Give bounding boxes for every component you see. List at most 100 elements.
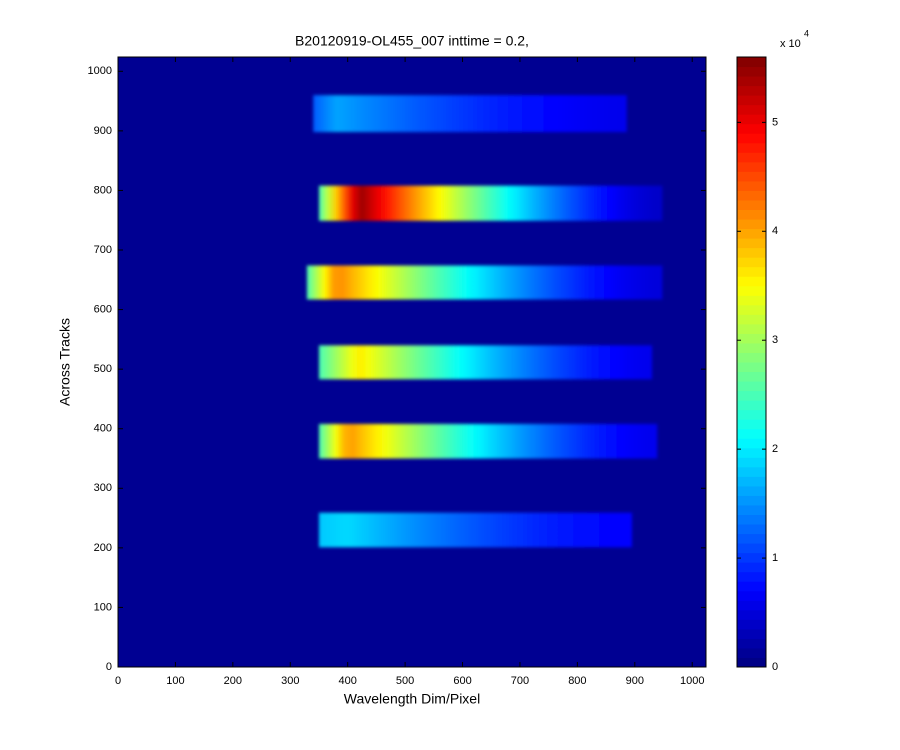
- colorbar-swatch: [737, 409, 766, 420]
- colorbar-swatch: [737, 438, 766, 449]
- y-tick-label: 800: [94, 184, 112, 196]
- colorbar-swatch: [737, 285, 766, 296]
- colorbar-swatch: [737, 161, 766, 172]
- y-axis-label: Across Tracks: [57, 318, 73, 406]
- colorbar-swatch: [737, 219, 766, 230]
- colorbar-swatch: [737, 609, 766, 620]
- colorbar-swatch: [737, 304, 766, 315]
- colorbar-swatch: [737, 457, 766, 468]
- colorbar-swatch: [737, 257, 766, 268]
- x-tick-label: 0: [115, 675, 121, 687]
- x-tick-label: 600: [453, 675, 471, 687]
- colorbar-swatch: [737, 152, 766, 163]
- colorbar-swatch: [737, 295, 766, 306]
- colorbar-swatch: [737, 581, 766, 592]
- colorbar-swatch: [737, 390, 766, 401]
- stripe: [306, 265, 663, 300]
- colorbar-swatch: [737, 600, 766, 611]
- colorbar-tick-label: 1: [772, 552, 778, 564]
- colorbar-swatch: [737, 504, 766, 515]
- colorbar-swatch: [737, 276, 766, 287]
- colorbar-swatch: [737, 381, 766, 392]
- colorbar-swatch: [737, 123, 766, 134]
- y-tick-label: 900: [94, 125, 112, 137]
- colorbar-swatch: [737, 171, 766, 182]
- colorbar-swatch: [737, 552, 766, 563]
- colorbar-swatch: [737, 104, 766, 115]
- colorbar-swatch: [737, 180, 766, 191]
- x-tick-label: 400: [339, 675, 357, 687]
- y-tick-label: 1000: [88, 65, 112, 77]
- colorbar-swatch: [737, 647, 766, 658]
- colorbar-swatch: [737, 190, 766, 201]
- x-tick-label: 300: [281, 675, 299, 687]
- colorbar-swatch: [737, 590, 766, 601]
- colorbar-swatch: [737, 571, 766, 582]
- chart-title: B20120919-OL455_007 inttime = 0.2,: [295, 33, 529, 49]
- colorbar-swatch: [737, 238, 766, 249]
- x-tick-label: 100: [166, 675, 184, 687]
- x-tick-label: 800: [568, 675, 586, 687]
- colorbar-swatch: [737, 342, 766, 353]
- y-tick-label: 100: [94, 601, 112, 613]
- colorbar-swatch: [737, 495, 766, 506]
- colorbar-swatch: [737, 638, 766, 649]
- colorbar-swatch: [737, 524, 766, 535]
- colorbar-swatch: [737, 95, 766, 106]
- colorbar-swatch: [737, 323, 766, 334]
- y-tick-label: 300: [94, 482, 112, 494]
- colorbar-swatch: [737, 352, 766, 363]
- colorbar-swatch: [737, 476, 766, 487]
- colorbar-exponent: 4: [804, 28, 809, 38]
- colorbar-swatch: [737, 362, 766, 373]
- y-tick-label: 400: [94, 423, 112, 435]
- axes-box: [117, 56, 707, 668]
- colorbar-swatch: [737, 114, 766, 125]
- y-tick-label: 600: [94, 303, 112, 315]
- colorbar-swatch: [737, 447, 766, 458]
- colorbar-swatch: [737, 133, 766, 144]
- colorbar-swatch: [737, 657, 766, 668]
- colorbar-swatch: [737, 562, 766, 573]
- colorbar-swatch: [737, 514, 766, 525]
- x-tick-label: 700: [511, 675, 529, 687]
- colorbar-swatch: [737, 314, 766, 325]
- colorbar-swatch: [737, 333, 766, 344]
- colorbar-multiplier: x 10: [780, 38, 801, 50]
- colorbar-swatch: [737, 247, 766, 258]
- colorbar-swatch: [737, 619, 766, 630]
- stripe: [318, 423, 658, 459]
- colorbar-swatch: [737, 85, 766, 96]
- colorbar-box: [736, 56, 767, 668]
- colorbar-swatch: [737, 209, 766, 220]
- colorbar-tick-label: 4: [772, 225, 778, 237]
- y-tick-label: 500: [94, 363, 112, 375]
- colorbar-swatch: [737, 142, 766, 153]
- x-axis-label: Wavelength Dim/Pixel: [344, 691, 480, 707]
- colorbar-swatch: [737, 485, 766, 496]
- x-tick-label: 900: [626, 675, 644, 687]
- colorbar-tick-label: 0: [772, 661, 778, 673]
- colorbar-tick-label: 2: [772, 443, 778, 455]
- colorbar-swatch: [737, 428, 766, 439]
- colorbar-tick-label: 5: [772, 116, 778, 128]
- colorbar-swatch: [737, 400, 766, 411]
- colorbar-swatch: [737, 199, 766, 210]
- colorbar-swatch: [737, 543, 766, 554]
- colorbar-swatch: [737, 266, 766, 277]
- colorbar-swatch: [737, 228, 766, 239]
- y-tick-label: 0: [106, 661, 112, 673]
- colorbar-swatch: [737, 371, 766, 382]
- x-tick-label: 200: [224, 675, 242, 687]
- stripe: [313, 95, 627, 133]
- colorbar-tick-label: 3: [772, 334, 778, 346]
- stripe: [318, 185, 663, 221]
- colorbar-swatch: [737, 66, 766, 77]
- colorbar-swatch: [737, 419, 766, 430]
- colorbar-swatch: [737, 628, 766, 639]
- x-tick-label: 1000: [680, 675, 704, 687]
- stripe: [318, 345, 653, 380]
- x-tick-label: 500: [396, 675, 414, 687]
